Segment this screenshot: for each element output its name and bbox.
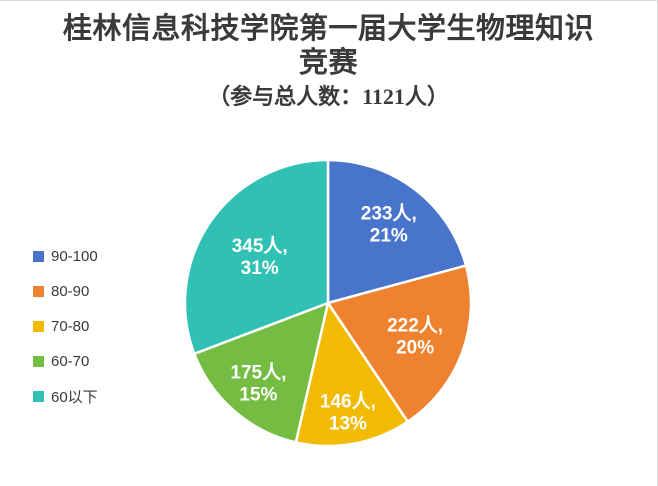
- pie-label-60以下: 345人, 31%: [232, 235, 288, 279]
- legend-label: 60-70: [51, 353, 90, 370]
- legend-item-70-80[interactable]: 70-80: [33, 309, 98, 344]
- pie-label-80-90: 222人, 20%: [387, 315, 443, 359]
- legend-label: 80-90: [51, 283, 90, 300]
- legend-item-60-70[interactable]: 60-70: [33, 344, 98, 379]
- legend-item-90-100[interactable]: 90-100: [33, 239, 98, 274]
- legend-swatch-icon: [33, 356, 44, 367]
- pie-label-70-80: 146人, 13%: [320, 390, 376, 434]
- chart-title-line1: 桂林信息科技学院第一届大学生物理知识: [62, 13, 594, 45]
- legend-item-60以下[interactable]: 60以下: [33, 379, 98, 414]
- legend-swatch-icon: [33, 321, 44, 332]
- chart-title-line2: 竞赛: [298, 47, 358, 79]
- legend-item-80-90[interactable]: 80-90: [33, 274, 98, 309]
- legend-label: 70-80: [51, 318, 90, 335]
- pie-slice-80-90[interactable]: [326, 264, 473, 423]
- legend-swatch-icon: [33, 286, 44, 297]
- pie-slice-90-100[interactable]: [326, 158, 468, 305]
- legend-label: 90-100: [51, 248, 98, 265]
- chart-title: 桂林信息科技学院第一届大学生物理知识 竞赛 （参与总人数：1121人）: [0, 12, 657, 112]
- pie-label-60-70: 175人, 15%: [230, 362, 286, 406]
- chart-subtitle: （参与总人数：1121人）: [208, 84, 449, 109]
- legend-swatch-icon: [33, 391, 44, 402]
- legend-swatch-icon: [33, 251, 44, 262]
- legend-label: 60以下: [51, 389, 98, 406]
- pie-label-90-100: 233人, 21%: [361, 203, 417, 247]
- chart-legend: 90-100 80-90 70-80 60-70 60以下: [33, 239, 98, 414]
- pie-slice-60-70[interactable]: [193, 301, 330, 444]
- pie-slice-60以下[interactable]: [183, 158, 330, 356]
- pie-slice-70-80[interactable]: [294, 301, 409, 448]
